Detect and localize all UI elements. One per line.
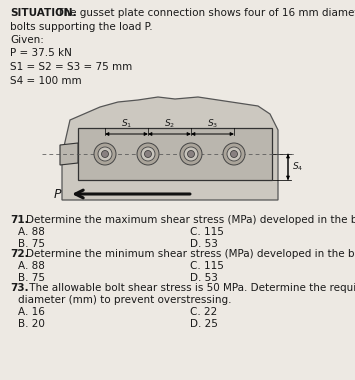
Text: B. 75: B. 75 <box>18 273 45 283</box>
Circle shape <box>102 150 109 157</box>
Polygon shape <box>60 143 78 165</box>
Text: $S_2$: $S_2$ <box>164 117 175 130</box>
Text: $P$: $P$ <box>54 188 63 201</box>
Text: 73.: 73. <box>10 283 29 293</box>
Circle shape <box>187 150 195 157</box>
Text: $S_4$: $S_4$ <box>292 161 304 173</box>
Text: D. 53: D. 53 <box>190 273 218 283</box>
Circle shape <box>141 147 155 161</box>
Circle shape <box>144 150 152 157</box>
Circle shape <box>94 143 116 165</box>
Text: SITUATION.: SITUATION. <box>10 8 77 18</box>
Text: D. 25: D. 25 <box>190 319 218 329</box>
Text: P = 37.5 kN: P = 37.5 kN <box>10 49 72 59</box>
Text: $S_3$: $S_3$ <box>207 117 218 130</box>
Text: diameter (mm) to prevent overstressing.: diameter (mm) to prevent overstressing. <box>18 295 231 305</box>
Text: bolts supporting the load P.: bolts supporting the load P. <box>10 22 153 32</box>
Circle shape <box>137 143 159 165</box>
Text: B. 20: B. 20 <box>18 319 45 329</box>
Text: A. 88: A. 88 <box>18 227 45 237</box>
Text: Determine the maximum shear stress (MPa) developed in the bolts.: Determine the maximum shear stress (MPa)… <box>26 215 355 225</box>
Text: Given:: Given: <box>10 35 44 45</box>
Text: S4 = 100 mm: S4 = 100 mm <box>10 76 82 86</box>
Text: B. 75: B. 75 <box>18 239 45 249</box>
Circle shape <box>230 150 237 157</box>
Text: D. 53: D. 53 <box>190 239 218 249</box>
Circle shape <box>180 143 202 165</box>
Circle shape <box>223 143 245 165</box>
Text: C. 22: C. 22 <box>190 307 217 317</box>
Text: 72.: 72. <box>10 249 29 259</box>
Text: A. 16: A. 16 <box>18 307 45 317</box>
Text: C. 115: C. 115 <box>190 227 224 237</box>
Text: S1 = S2 = S3 = 75 mm: S1 = S2 = S3 = 75 mm <box>10 62 132 72</box>
Text: The allowable bolt shear stress is 50 MPa. Determine the required bolt: The allowable bolt shear stress is 50 MP… <box>26 283 355 293</box>
Polygon shape <box>62 97 278 200</box>
Text: A. 88: A. 88 <box>18 261 45 271</box>
Text: C. 115: C. 115 <box>190 261 224 271</box>
Circle shape <box>184 147 198 161</box>
Text: 71.: 71. <box>10 215 29 225</box>
Circle shape <box>98 147 112 161</box>
Text: The gusset plate connection shows four of 16 mm diameter: The gusset plate connection shows four o… <box>54 8 355 18</box>
Polygon shape <box>78 128 272 180</box>
Text: Determine the minimum shear stress (MPa) developed in the bolts.: Determine the minimum shear stress (MPa)… <box>26 249 355 259</box>
Text: $S_1$: $S_1$ <box>121 117 132 130</box>
Circle shape <box>227 147 241 161</box>
